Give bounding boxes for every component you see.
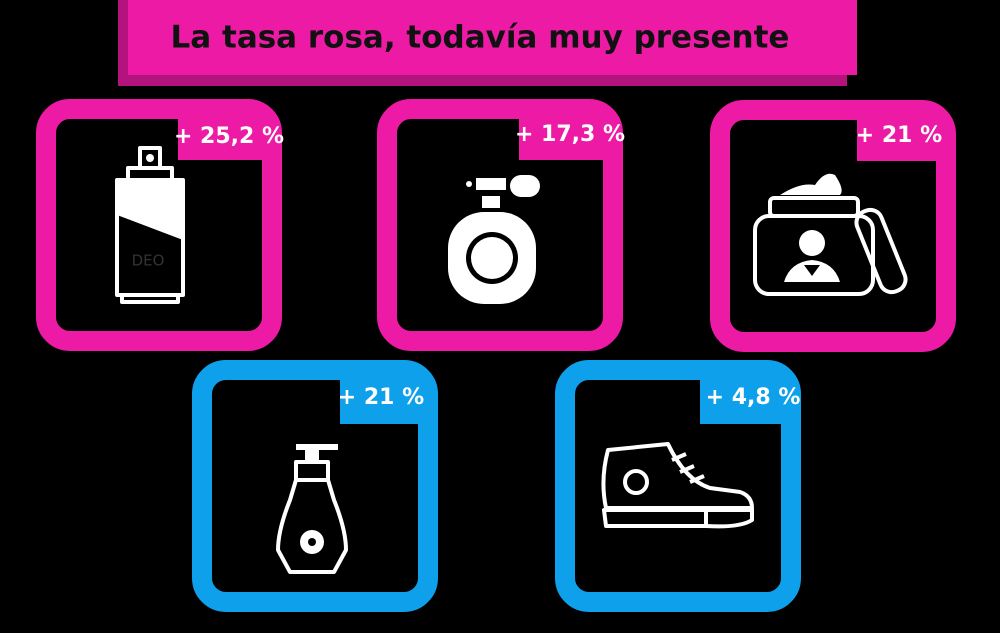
card-label: + 21 % — [856, 123, 942, 148]
deodorant-icon: DEO — [115, 146, 185, 304]
card-frame — [192, 360, 438, 612]
label-box — [178, 112, 272, 160]
card-label: + 21 % — [338, 385, 424, 410]
card: + 17,3 % — [377, 99, 625, 351]
lotion-icon — [276, 444, 348, 574]
card-frame — [710, 100, 956, 352]
card-frame — [555, 360, 801, 612]
card: + 25,2 % DEO — [36, 99, 284, 351]
card-label: + 25,2 % — [174, 124, 284, 149]
card-frame — [377, 99, 623, 351]
label-box — [519, 112, 613, 160]
label-box — [857, 113, 946, 161]
cream-icon — [753, 173, 908, 296]
sneaker-icon — [601, 442, 754, 529]
card-frame — [36, 99, 282, 351]
card: + 21 % — [192, 360, 438, 612]
card: + 4,8 % — [555, 360, 801, 612]
card: + 21 % — [710, 100, 956, 352]
icon-text: DEO — [132, 252, 165, 270]
title-banner — [128, 0, 857, 75]
label-box — [340, 373, 428, 424]
label-box — [700, 373, 791, 424]
card-label: + 4,8 % — [706, 385, 801, 410]
title: La tasa rosa, todavía muy presente — [171, 20, 790, 56]
perfume-icon — [448, 175, 540, 304]
card-label: + 17,3 % — [515, 122, 625, 147]
